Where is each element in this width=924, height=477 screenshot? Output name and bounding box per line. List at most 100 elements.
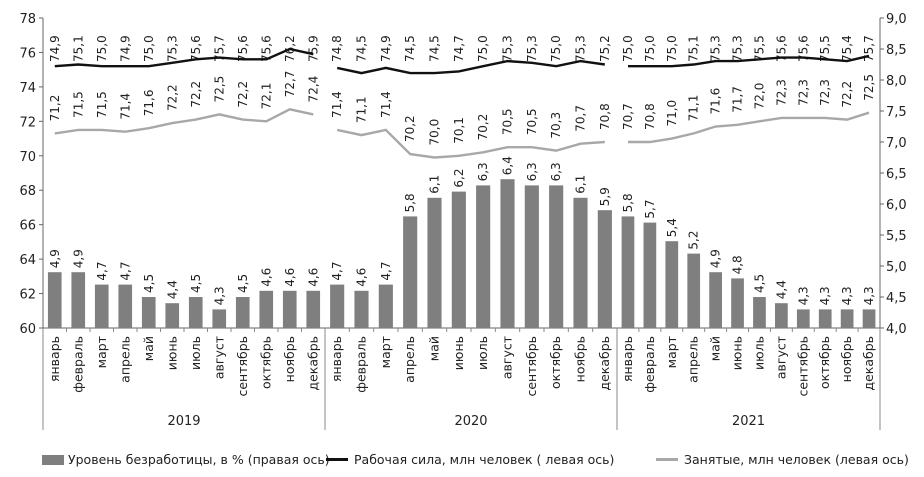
month-label: август [211,336,226,379]
month-label: май [427,336,442,361]
unemployment-bar [47,272,62,328]
y-left-tick-label: 78 [19,12,36,27]
employed-label: 70,8 [643,103,657,130]
labor-force-label: 75,3 [709,35,723,62]
unemployment-bar-label: 5,8 [403,193,417,212]
y-right-tick-label: 5,0 [886,260,907,275]
unemployment-bar [165,303,180,328]
labor-force-label: 74,9 [118,35,132,62]
employed-label: 71,5 [71,91,85,118]
unemployment-bar [643,222,657,328]
employed-label: 71,4 [118,93,132,120]
month-label: декабрь [597,336,612,391]
unemployment-bar-label: 4,5 [142,274,156,293]
labor-force-label: 75,7 [212,35,226,62]
y-right-tick-label: 4,5 [886,291,907,306]
unemployment-bar [709,272,722,328]
month-label: июль [751,336,766,370]
labor-force-label: 75,6 [236,35,250,62]
legend-swatch-line-icon [656,458,678,461]
employed-line [336,128,605,159]
employed-label: 72,2 [189,81,203,108]
labor-force-label: 74,9 [379,35,393,62]
y-left-tick-label: 66 [19,219,36,234]
month-label: март [378,336,393,368]
unemployment-bar [573,197,588,328]
unemployment-bar-label: 4,6 [259,268,273,287]
labor-force-label: 75,0 [643,35,657,62]
unemployment-bar [731,278,744,328]
unemployment-bar-label: 6,2 [452,169,466,188]
employed-label: 70,1 [452,117,466,144]
month-label: ноябрь [573,336,588,382]
unemployment-bar-label: 4,3 [796,286,810,305]
unemployment-bar-label: 4,9 [709,249,723,268]
labor-force-label: 75,3 [574,35,588,62]
unemployment-bar [549,185,564,328]
month-label: февраль [642,336,657,393]
labor-force-label: 75,6 [189,35,203,62]
month-label: апрель [686,336,701,383]
month-label: май [708,336,723,361]
month-label: декабрь [305,336,320,391]
labor-force-label: 75,0 [142,35,156,62]
employed-label: 70,3 [549,112,563,139]
unemployment-bar [818,309,832,328]
y-left-tick-label: 64 [19,253,36,268]
employed-label: 71,5 [95,91,109,118]
month-label: июнь [451,336,466,370]
unemployment-bar-label: 4,7 [118,262,132,281]
legend: Уровень безработицы, в % (правая ось) Ра… [0,452,924,472]
unemployment-bar-label: 5,7 [643,200,657,219]
month-label: октябрь [548,336,563,389]
y-left-tick-label: 70 [19,150,36,165]
unemployment-bar [796,309,810,328]
employed-label: 70,2 [403,115,417,142]
legend-item-unemployment: Уровень безработицы, в % (правая ось) [42,452,330,467]
month-label: февраль [70,336,85,393]
labor-force-label: 75,0 [665,35,679,62]
unemployment-bar-label: 4,5 [189,274,203,293]
labor-force-label: 75,2 [598,35,612,62]
month-label: ноябрь [839,336,854,382]
unemployment-bar [753,297,766,328]
employed-label: 70,2 [476,114,490,141]
employed-label: 72,4 [306,76,320,103]
labor-force-label: 74,8 [330,35,344,62]
employed-label: 72,2 [165,84,179,111]
labor-force-label: 74,5 [428,35,442,62]
employed-label: 70,7 [621,103,635,130]
employed-label: 71,4 [379,91,393,118]
labor-force-label: 75,5 [752,35,766,62]
unemployment-bar [212,309,227,328]
month-label: март [94,336,109,368]
month-label: апрель [117,336,132,383]
employed-label: 72,2 [236,81,250,108]
month-label: январь [47,336,62,382]
labor-force-label: 74,9 [48,35,62,62]
labor-force-line [628,54,870,68]
unemployment-bar [476,185,491,328]
unemployment-bar [118,284,133,328]
unemployment-bar-label: 6,3 [525,162,539,181]
unemployment-bar-label: 4,3 [818,286,832,305]
unemployment-bar-label: 6,1 [574,175,588,194]
labor-force-label: 75,7 [862,35,876,62]
employed-label: 70,5 [525,108,539,135]
unemployment-bar-label: 5,4 [665,218,679,237]
month-label: ноябрь [282,336,297,382]
year-label-2020: 2020 [454,414,487,429]
month-label: июль [188,336,203,370]
unemployment-bar [862,309,876,328]
unemployment-bar [775,303,788,328]
year-label-2019: 2019 [167,414,200,429]
employed-label: 72,3 [818,79,832,106]
labor-force-label: 75,1 [71,35,85,62]
month-label: март [664,336,679,368]
employed-label: 72,5 [212,76,226,103]
month-label: июль [475,336,490,370]
y-left-tick-label: 72 [19,115,36,130]
month-label: июнь [730,336,745,370]
unemployment-bar-label: 4,7 [95,262,109,281]
